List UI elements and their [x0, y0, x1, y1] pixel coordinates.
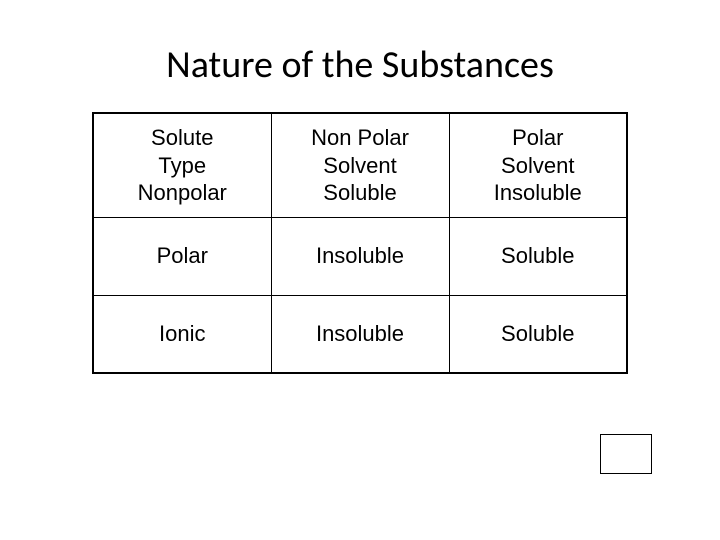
table-header-row: Solute Type Nonpolar Non Polar Solvent S… — [93, 113, 627, 217]
header-polar-solvent: Polar Solvent Insoluble — [449, 113, 627, 217]
cell-value: Soluble — [449, 217, 627, 295]
header-nonpolar-solvent: Non Polar Solvent Soluble — [271, 113, 449, 217]
table-row: Polar Insoluble Soluble — [93, 217, 627, 295]
page-title: Nature of the Substances — [0, 0, 720, 112]
cell-value: Soluble — [449, 295, 627, 373]
cell-value: Soluble — [280, 179, 441, 207]
header-text: Solvent — [458, 152, 619, 180]
cell-value: Insoluble — [458, 179, 619, 207]
header-text: Solvent — [280, 152, 441, 180]
row-label: Nonpolar — [102, 179, 263, 207]
solubility-table: Solute Type Nonpolar Non Polar Solvent S… — [92, 112, 628, 374]
row-label-ionic: Ionic — [93, 295, 271, 373]
header-text: Non Polar — [280, 124, 441, 152]
table-row: Ionic Insoluble Soluble — [93, 295, 627, 373]
header-solute-type: Solute Type Nonpolar — [93, 113, 271, 217]
row-label-polar: Polar — [93, 217, 271, 295]
corner-box — [600, 434, 652, 474]
table-container: Solute Type Nonpolar Non Polar Solvent S… — [0, 112, 720, 374]
cell-value: Insoluble — [271, 295, 449, 373]
header-text: Polar — [458, 124, 619, 152]
cell-value: Insoluble — [271, 217, 449, 295]
header-text: Type — [102, 152, 263, 180]
header-text: Solute — [102, 124, 263, 152]
